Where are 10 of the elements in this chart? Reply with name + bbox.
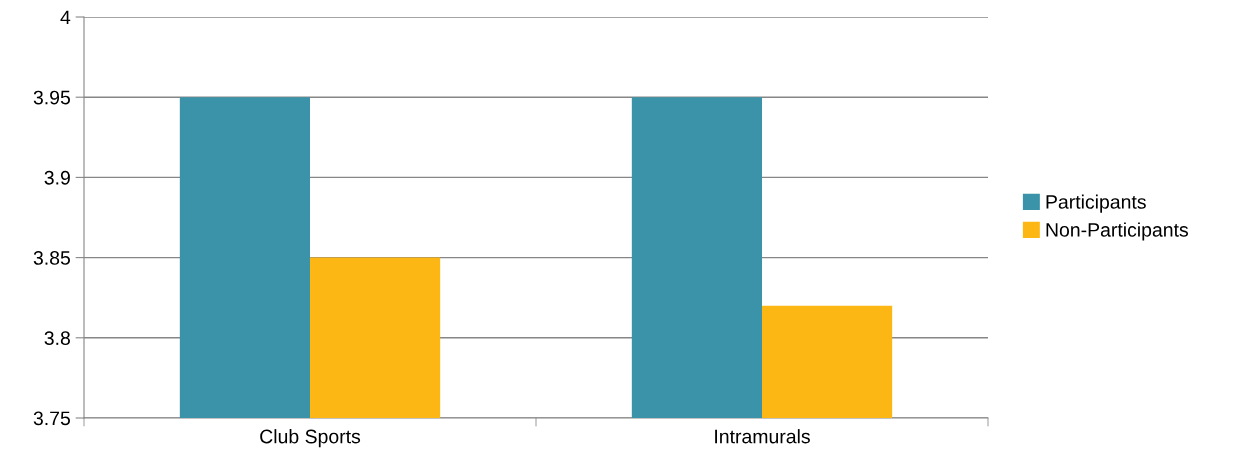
y-tick-label: 3.8	[44, 331, 70, 346]
y-tick-label: 3.75	[33, 411, 70, 426]
y-tick-label: 4	[60, 10, 71, 25]
y-tick-label: 3.85	[33, 251, 70, 265]
y-tick-label: 3.9	[44, 170, 70, 185]
y-tick-label: 3.95	[33, 90, 70, 105]
legend-label: Participants	[1046, 194, 1146, 213]
legend-label: Non-Participants	[1046, 222, 1188, 241]
x-tick-label: Club Sports	[260, 429, 361, 448]
x-tick-label: Intramurals	[715, 429, 810, 444]
